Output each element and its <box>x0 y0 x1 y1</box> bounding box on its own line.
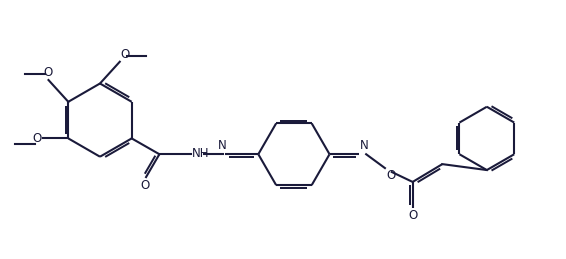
Text: O: O <box>386 169 395 182</box>
Text: NH: NH <box>192 147 209 160</box>
Text: O: O <box>140 179 149 192</box>
Text: N: N <box>218 139 227 152</box>
Text: O: O <box>121 48 130 61</box>
Text: O: O <box>44 66 53 79</box>
Text: O: O <box>408 209 417 222</box>
Text: N: N <box>360 139 369 152</box>
Text: O: O <box>32 132 41 145</box>
